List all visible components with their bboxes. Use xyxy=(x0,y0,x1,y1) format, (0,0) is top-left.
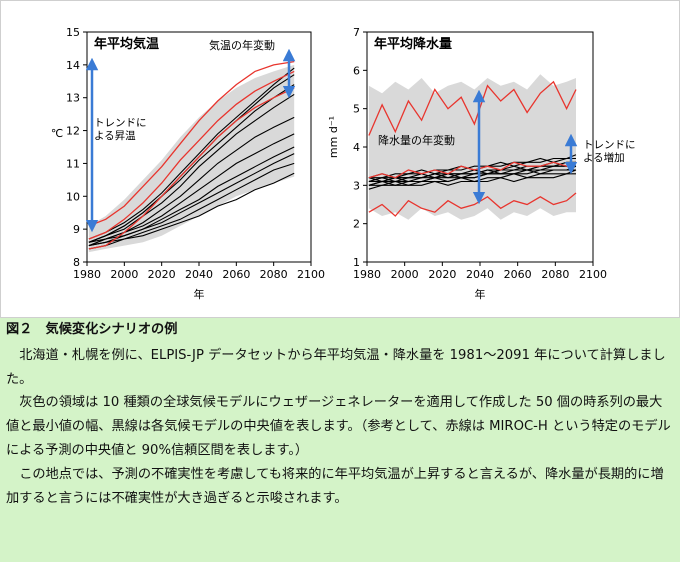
panel-1-y-axis-label: ℃ xyxy=(51,127,63,140)
panel-1-model-median-line xyxy=(88,172,295,250)
panel-1-model-median-line xyxy=(88,153,295,247)
panel-2-annotation: トレンドによる増加 xyxy=(583,139,636,164)
caption-paragraph-1: 北海道・札幌を例に、ELPIS-JP データセットから年平均気温・降水量を 19… xyxy=(6,347,666,387)
panel-2-x-tick-label: 2040 xyxy=(466,268,494,281)
panel-1-x-tick-label: 2020 xyxy=(148,268,176,281)
charts-svg: 1980 2000 2020 2040 2060 2080 2100891011121314… xyxy=(0,0,680,318)
panel-1-x-tick-label: 2040 xyxy=(185,268,213,281)
caption: 図２ 気候変化シナリオの例 北海道・札幌を例に、ELPIS-JP データセットか… xyxy=(6,318,674,510)
panel-1-miroc-upper-line xyxy=(88,60,295,227)
panel-1-y-tick-label: 8 xyxy=(73,256,80,269)
figure-label: 図２ 気候変化シナリオの例 xyxy=(6,322,178,337)
panel-2-miroc-lower-line xyxy=(368,192,577,217)
panel-2-y-tick-label: 5 xyxy=(353,103,360,116)
panel-1-x-tick-label: 2060 xyxy=(222,268,250,281)
panel-2-x-tick-label: 2060 xyxy=(504,268,532,281)
panel-1-y-tick-label: 13 xyxy=(66,92,80,105)
panel-1-annotation: 気温の年変動 xyxy=(209,38,275,52)
panel-2-annotation: 降水量の年変動 xyxy=(378,133,455,147)
panel-2-y-tick-label: 4 xyxy=(353,141,360,154)
panel-2-x-tick-label: 2100 xyxy=(579,268,607,281)
panel-1-x-tick-label: 2100 xyxy=(297,268,325,281)
panel-2-y-tick-label: 2 xyxy=(353,218,360,231)
figure-area: 1980 2000 2020 2040 2060 2080 2100 8 9 10 11 12 13 14… xyxy=(0,0,680,318)
panel-2-title: 年平均降水量 xyxy=(374,36,452,52)
panel-2-x-axis-label: 年 xyxy=(475,287,486,301)
panel-2-x-tick-label: 2080 xyxy=(541,268,569,281)
caption-paragraph-3: この地点では、予測の不確実性を考慮しても将来的に年平均気温が上昇すると言えるが、… xyxy=(6,466,664,506)
panel-1-y-tick-label: 9 xyxy=(73,223,80,236)
panel-1-y-tick-label: 12 xyxy=(66,125,80,138)
panel-1-x-tick-label: 1980 xyxy=(73,268,101,281)
panel-2-y-tick-label: 3 xyxy=(353,179,360,192)
panel-1-x-tick-label: 2000 xyxy=(110,268,138,281)
panel-2-y-tick-label: 1 xyxy=(353,256,360,269)
panel-1-y-tick-label: 15 xyxy=(66,26,80,39)
panel-1-model-median-line xyxy=(88,93,295,243)
panel-1-x-tick-label: 2080 xyxy=(260,268,288,281)
panel-2-x-tick-label: 2020 xyxy=(428,268,456,281)
panel-1-y-tick-label: 14 xyxy=(66,59,80,72)
panel-2-uncertainty-band xyxy=(368,74,576,220)
panel-2-x-tick-label: 1980 xyxy=(353,268,381,281)
panel-1-model-median-line xyxy=(88,67,295,240)
panel-2-y-tick-label: 6 xyxy=(353,64,360,77)
panel-2-y-axis-label: mm d⁻¹ xyxy=(327,116,340,158)
caption-paragraph-2: 灰色の領域は 10 種類の全球気候モデルにウェザージェネレーターを適用して作成し… xyxy=(6,395,671,458)
panel-1-y-tick-label: 11 xyxy=(66,157,80,170)
panel-1-x-axis-label: 年 xyxy=(194,287,205,301)
panel-1-miroc-lower-line xyxy=(88,87,295,250)
panel-1-annotation: トレンドによる昇温 xyxy=(94,117,147,142)
panel-1-title: 年平均気温 xyxy=(94,36,159,52)
panel-1-miroc-median-line xyxy=(88,70,295,240)
panel-1-y-tick-label: 10 xyxy=(66,190,80,203)
panel-2-x-tick-label: 2000 xyxy=(391,268,419,281)
panel-2-y-tick-label: 7 xyxy=(353,26,360,39)
panel-1-model-median-line xyxy=(88,133,295,247)
